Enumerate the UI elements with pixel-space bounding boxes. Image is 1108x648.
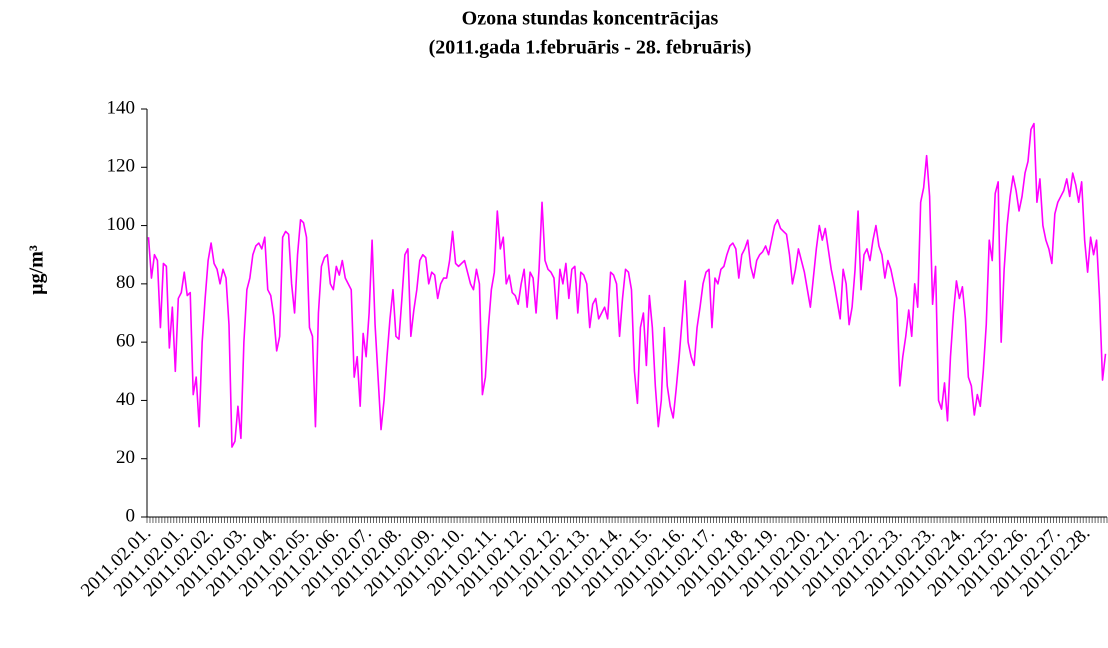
chart-title: Ozona stundas koncentrācijas (462, 8, 719, 30)
y-axis-label: µg/m³ (26, 245, 48, 295)
y-tick-label: 20 (116, 447, 135, 468)
y-tick-label: 100 (107, 214, 136, 235)
y-tick-label: 80 (116, 272, 135, 293)
y-tick-label: 40 (116, 389, 135, 410)
y-tick-label: 60 (116, 331, 135, 352)
chart-subtitle: (2011.gada 1.februāris - 28. februāris) (429, 37, 752, 59)
data-line (147, 122, 1107, 448)
y-tick-label: 120 (107, 156, 136, 177)
y-tick-label: 140 (107, 97, 136, 118)
y-tick-label: 0 (126, 505, 136, 526)
